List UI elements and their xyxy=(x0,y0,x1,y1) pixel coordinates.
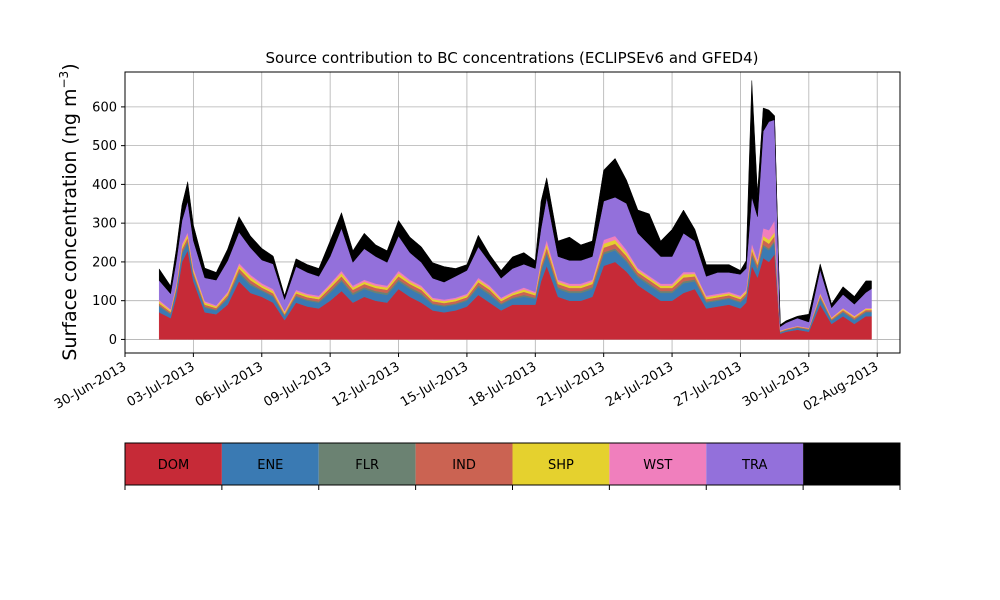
legend-label-flr: FLR xyxy=(355,458,379,473)
legend-swatch-tra xyxy=(706,443,804,485)
legend-swatch-ind xyxy=(415,443,513,485)
area-bb xyxy=(158,80,872,328)
y-tick-label: 500 xyxy=(92,139,117,154)
stacked-area-layer xyxy=(158,80,872,340)
y-tick-label: 100 xyxy=(92,294,117,309)
legend-label-ene: ENE xyxy=(257,458,283,473)
plot-frame xyxy=(124,71,901,354)
legend-label-wst: WST xyxy=(643,458,672,473)
legend-label-ind: IND xyxy=(452,458,476,473)
legend-swatch-ene xyxy=(221,443,319,485)
legend-colorbar: DOM ENE FLR IND SHP WST TRA BB xyxy=(124,442,901,490)
y-axis-label-main: Surface concentration (ng m xyxy=(59,89,81,361)
legend-label-dom: DOM xyxy=(158,458,189,473)
legend-swatch-dom xyxy=(125,443,222,485)
legend-swatch-flr xyxy=(318,443,416,485)
y-axis-label-close: ) xyxy=(59,63,81,70)
y-tick-label: 600 xyxy=(92,100,117,115)
y-tick-label: 400 xyxy=(92,178,117,193)
legend-swatch-bb xyxy=(803,443,900,485)
legend-label-bb: BB xyxy=(843,458,861,473)
legend-label-shp: SHP xyxy=(548,458,574,473)
y-axis-label: Surface concentration (ng m−3) xyxy=(57,63,81,360)
y-tick-label: 200 xyxy=(92,255,117,270)
y-tick-label: 0 xyxy=(109,333,117,348)
legend-swatch-shp xyxy=(512,443,610,485)
y-tick-label: 300 xyxy=(92,217,117,232)
legend-label-tra: TRA xyxy=(741,458,767,473)
chart-title: Source contribution to BC concentrations… xyxy=(265,49,758,67)
y-axis-label-superscript: −3 xyxy=(57,71,71,89)
legend-swatch-wst xyxy=(609,443,707,485)
